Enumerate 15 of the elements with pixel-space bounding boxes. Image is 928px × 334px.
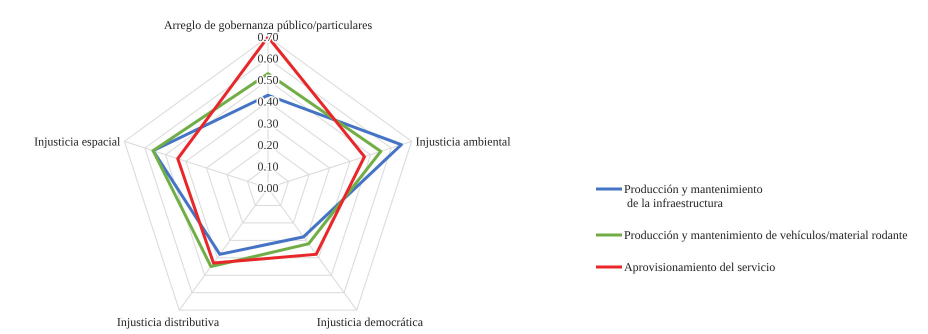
- legend-label: Producción y mantenimiento de la infraestructura: [624, 182, 763, 210]
- y-tick-label: 0.70: [258, 30, 278, 44]
- y-tick-label: 0.40: [258, 94, 278, 109]
- spoke-label: Injusticia democrática: [316, 315, 424, 330]
- spoke-label: Injusticia distributiva: [116, 315, 220, 330]
- y-tick-label: 0.00: [258, 181, 278, 195]
- spoke-label: Injusticia ambiental: [416, 134, 512, 148]
- legend-label: Producción y mantenimiento de vehículos/material rodante: [624, 228, 908, 242]
- y-tick-label: 0.20: [258, 138, 278, 152]
- spoke-label: Injusticia espacial: [34, 134, 122, 148]
- legend-label: Aprovisionamiento del servicio: [624, 260, 776, 274]
- y-tick-label: 0.30: [258, 116, 278, 130]
- y-tick-label: 0.10: [258, 159, 278, 174]
- y-tick-label: 0.60: [258, 52, 278, 66]
- spoke-label: Arreglo de gobernanza público/particulares: [164, 18, 372, 32]
